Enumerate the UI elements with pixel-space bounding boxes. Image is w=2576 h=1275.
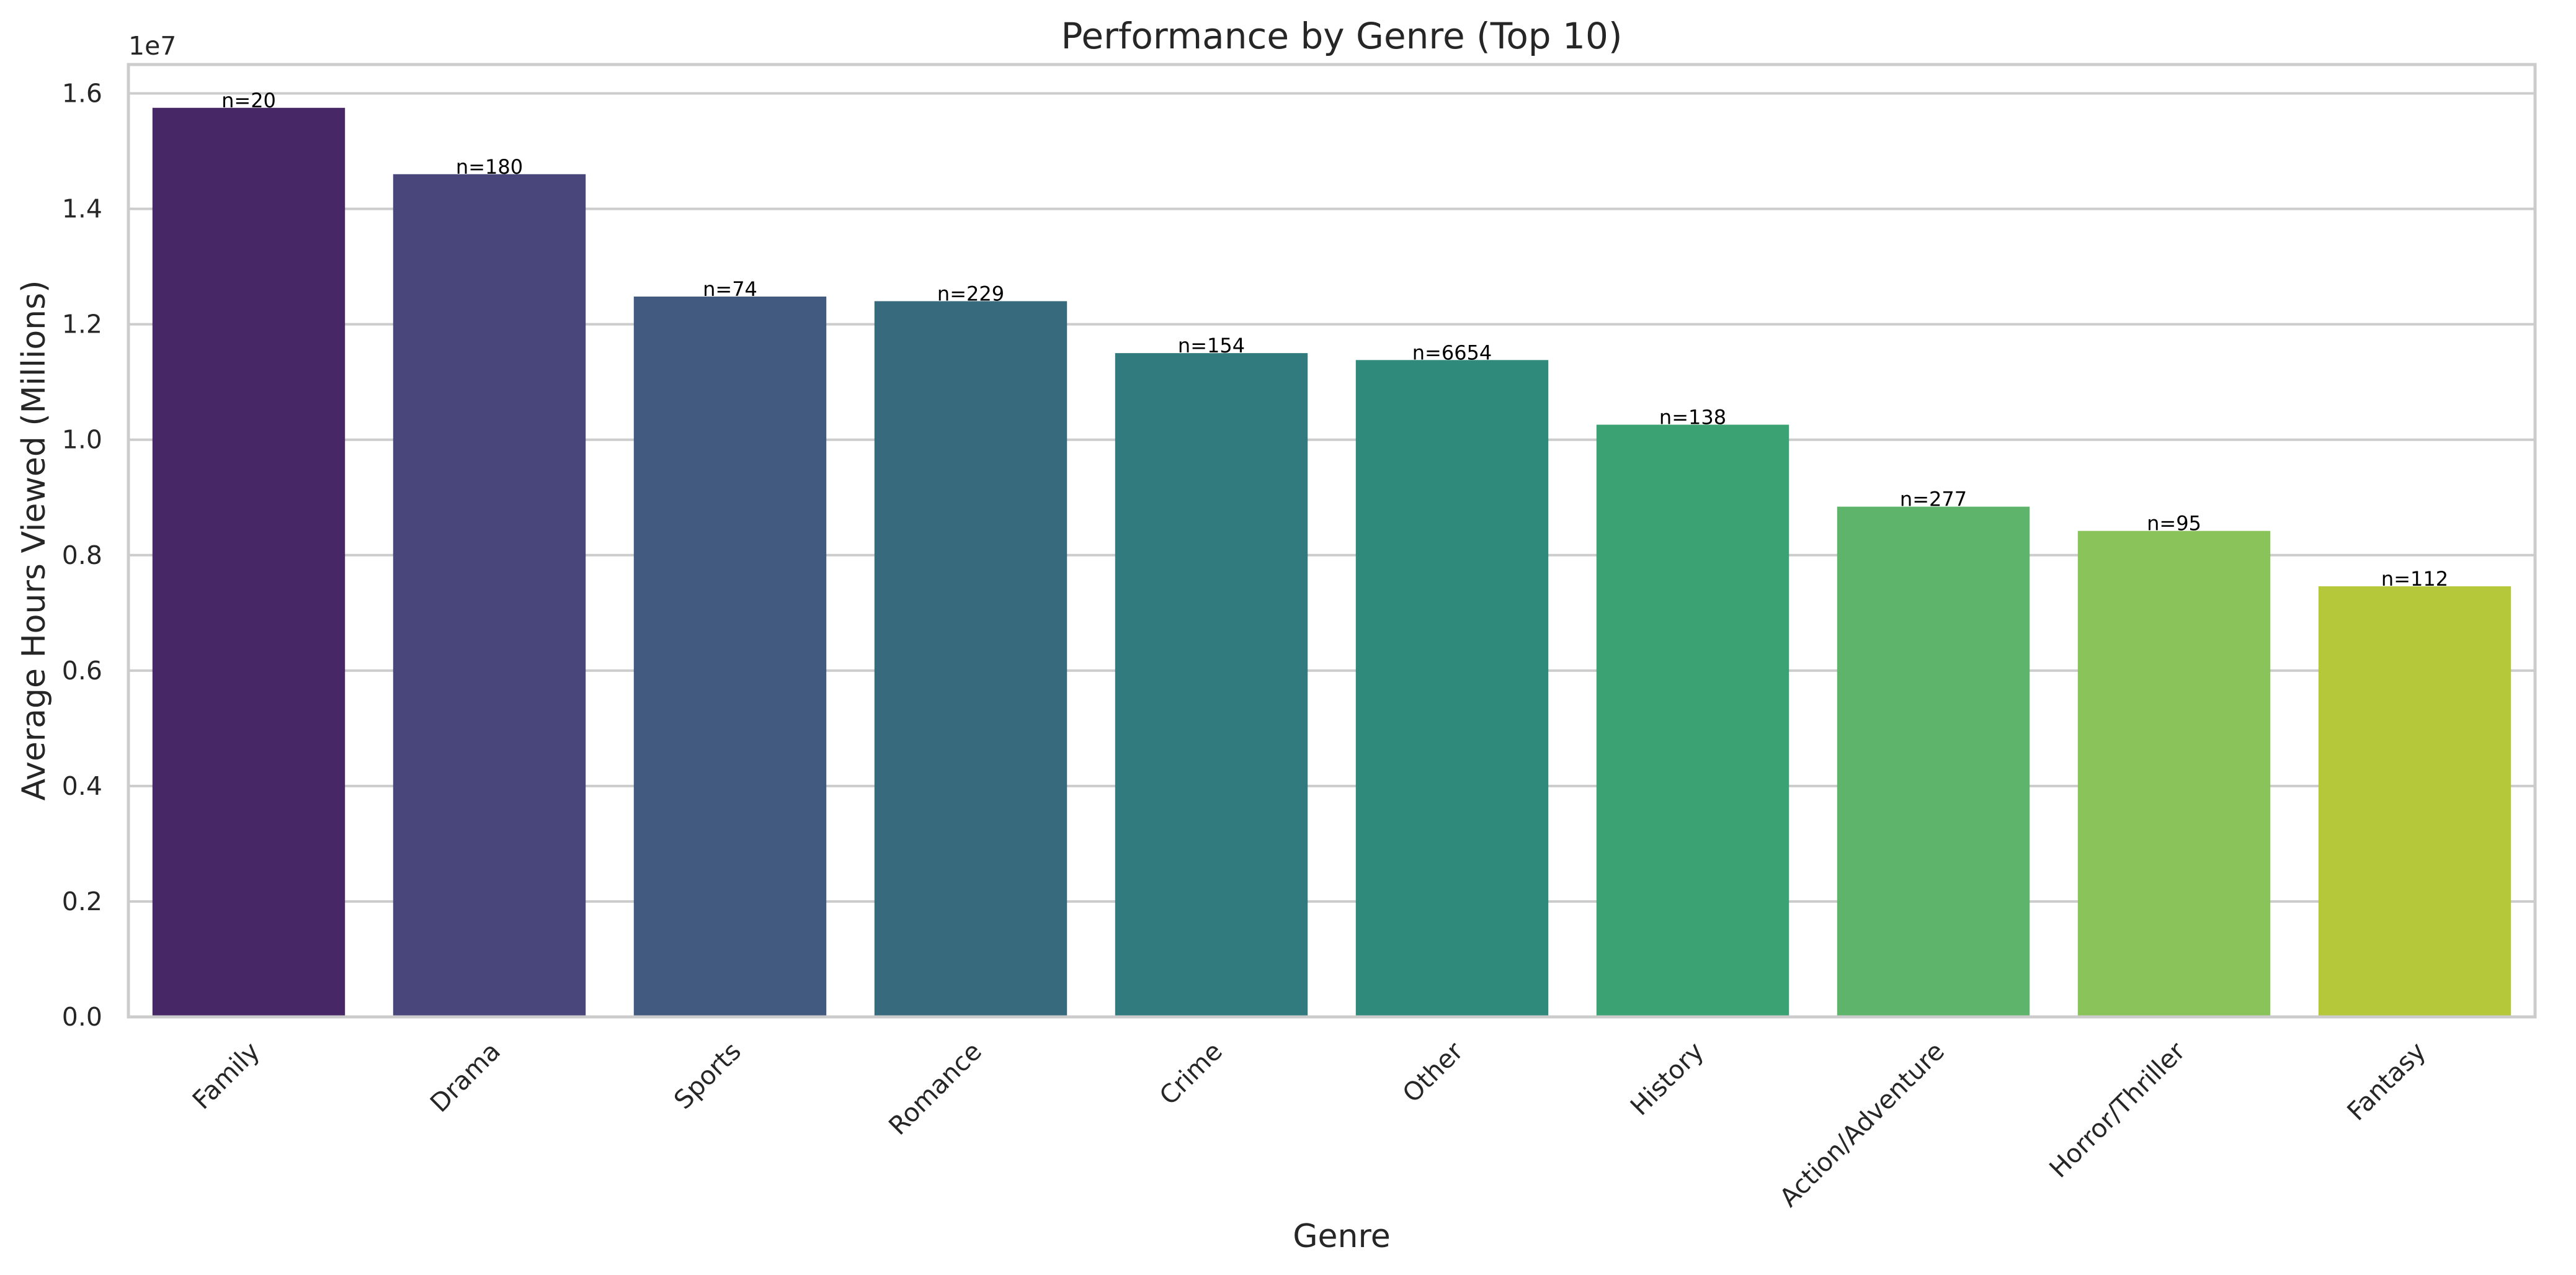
bar-count-label: n=154 — [1178, 334, 1245, 357]
chart-title: Performance by Genre (Top 10) — [1061, 15, 1622, 57]
bar-6 — [1596, 424, 1789, 1017]
bar-0 — [152, 107, 345, 1018]
bars — [152, 107, 2511, 1018]
y-tick-label: 1.6 — [62, 79, 102, 109]
bar-count-label: n=277 — [1900, 488, 1967, 511]
y-tick-label: 0.4 — [62, 771, 102, 801]
x-tick-label: Crime — [1154, 1036, 1228, 1111]
plot-frame — [127, 63, 2537, 1019]
x-tick-label: Horror/Thriller — [2044, 1036, 2191, 1184]
bar-9 — [2318, 586, 2511, 1017]
y-axis-ticks: 0.0 0.2 0.4 0.6 0.8 1.0 1.2 1.4 1.6 — [62, 79, 102, 1032]
y-tick-label: 0.0 — [62, 1002, 102, 1032]
bar-count-label: n=95 — [2147, 512, 2201, 535]
bar-count-label: n=229 — [937, 282, 1004, 305]
y-axis-title: Average Hours Viewed (Millions) — [16, 280, 53, 801]
bar-4 — [1115, 353, 1308, 1017]
x-axis-ticks: Family Drama Sports Romance Crime Other Histor… — [187, 1036, 2431, 1213]
bar-7 — [1837, 506, 2030, 1017]
bar-8 — [2077, 530, 2271, 1017]
bar-count-label: n=6654 — [1412, 341, 1492, 364]
y-tick-label: 1.4 — [62, 194, 102, 224]
bar-count-label: n=74 — [703, 277, 757, 301]
x-tick-label: Action/Adventure — [1774, 1036, 1950, 1212]
y-tick-label: 0.6 — [62, 656, 102, 686]
x-tick-label: Drama — [424, 1036, 506, 1118]
bar-count-label: n=20 — [221, 89, 276, 112]
y-axis-multiplier: 1e7 — [128, 31, 176, 61]
y-tick-label: 1.2 — [62, 310, 102, 339]
y-tick-label: 0.2 — [62, 887, 102, 916]
y-tick-label: 1.0 — [62, 425, 102, 455]
x-tick-label: Sports — [668, 1036, 747, 1115]
x-tick-label: Romance — [883, 1036, 987, 1141]
bar-count-label: n=138 — [1659, 406, 1726, 429]
bar-count-label: n=180 — [456, 155, 523, 179]
bar-1 — [393, 174, 586, 1017]
bar-3 — [874, 301, 1067, 1017]
x-tick-label: Family — [187, 1036, 265, 1115]
x-tick-label: Other — [1397, 1036, 1469, 1108]
x-axis-title: Genre — [1293, 1218, 1390, 1255]
bar-5 — [1355, 360, 1549, 1017]
bar-count-label: n=112 — [2381, 567, 2448, 591]
y-tick-label: 0.8 — [62, 540, 102, 570]
x-tick-label: Fantasy — [2342, 1036, 2431, 1126]
bar-2 — [633, 296, 827, 1017]
x-tick-label: History — [1624, 1036, 1709, 1121]
bar-count-labels: n=20 n=180 n=74 n=229 n=154 n=6654 n=138 n=277 n… — [221, 89, 2448, 591]
